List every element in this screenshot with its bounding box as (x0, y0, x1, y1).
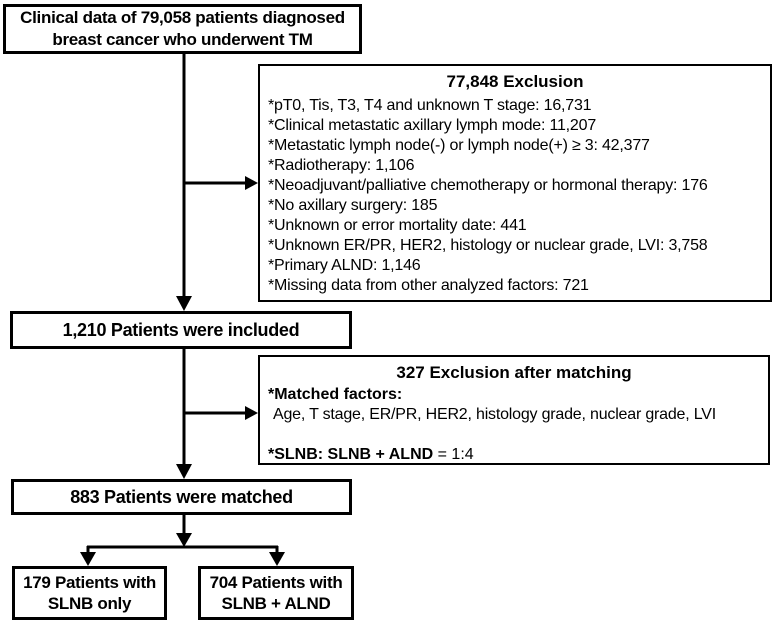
arrowhead-right-exclusion1 (245, 176, 258, 190)
exclusion-item: *pT0, Tis, T3, T4 and unknown T stage: 1… (268, 97, 592, 114)
source-population-line2: breast cancer who underwent TM (52, 30, 313, 49)
arrowhead-down-slnb-only (80, 552, 96, 566)
matched-factors-label: *Matched factors: (268, 386, 403, 403)
slnb-alnd-line2: SLNB + ALND (221, 594, 331, 613)
arrowhead-down-slnb-alnd (269, 552, 285, 566)
matched-patients-box: 883 Patients were matched (11, 479, 352, 515)
spacer (268, 425, 760, 445)
slnb-alnd-line1: 704 Patients with (209, 573, 343, 592)
exclusion-box-2: 327 Exclusion after matching *Matched fa… (258, 355, 770, 465)
matched-patients-label: 883 Patients were matched (70, 486, 293, 507)
exclusion-item: *Clinical metastatic axillary lymph mode… (268, 117, 597, 134)
exclusion-2-title: 327 Exclusion after matching (396, 363, 632, 382)
slnb-only-line2: SLNB only (47, 594, 132, 613)
matched-factors-value: Age, T stage, ER/PR, HER2, histology gra… (273, 406, 716, 423)
included-patients-box: 1,210 Patients were included (10, 311, 352, 349)
included-patients-label: 1,210 Patients were included (62, 319, 300, 340)
slnb-only-box: 179 Patients with SLNB only (12, 566, 167, 620)
slnb-alnd-box: 704 Patients with SLNB + ALND (198, 566, 354, 620)
exclusion-1-title: 77,848 Exclusion (446, 72, 584, 91)
arrowhead-down-included (176, 296, 192, 311)
source-population-line1: Clinical data of 79,058 patients diagnos… (20, 8, 345, 27)
exclusion-item: *Unknown or error mortality date: 441 (268, 217, 527, 234)
arrowhead-right-exclusion2 (245, 406, 258, 420)
arrowhead-down-split (176, 533, 192, 547)
exclusion-item: *No axillary surgery: 185 (268, 197, 438, 214)
exclusion-item: *Primary ALND: 1,146 (268, 257, 421, 274)
slnb-ratio-rest: = 1:4 (433, 446, 474, 463)
exclusion-item: *Unknown ER/PR, HER2, histology or nucle… (268, 237, 708, 254)
exclusion-item: *Radiotherapy: 1,106 (268, 157, 415, 174)
source-population-box: Clinical data of 79,058 patients diagnos… (3, 4, 362, 54)
exclusion-box-1: 77,848 Exclusion *pT0, Tis, T3, T4 and u… (258, 64, 772, 302)
arrowhead-down-matched (176, 464, 192, 479)
exclusion-item: *Missing data from other analyzed factor… (268, 277, 589, 294)
exclusion-item: *Neoadjuvant/palliative chemotherapy or … (268, 177, 708, 194)
exclusion-item: *Metastatic lymph node(-) or lymph node(… (268, 137, 650, 154)
slnb-ratio-bold: *SLNB: SLNB + ALND (268, 446, 434, 463)
slnb-ratio-line: *SLNB: SLNB + ALND = 1:4 (268, 445, 760, 465)
slnb-only-line1: 179 Patients with (23, 573, 156, 592)
